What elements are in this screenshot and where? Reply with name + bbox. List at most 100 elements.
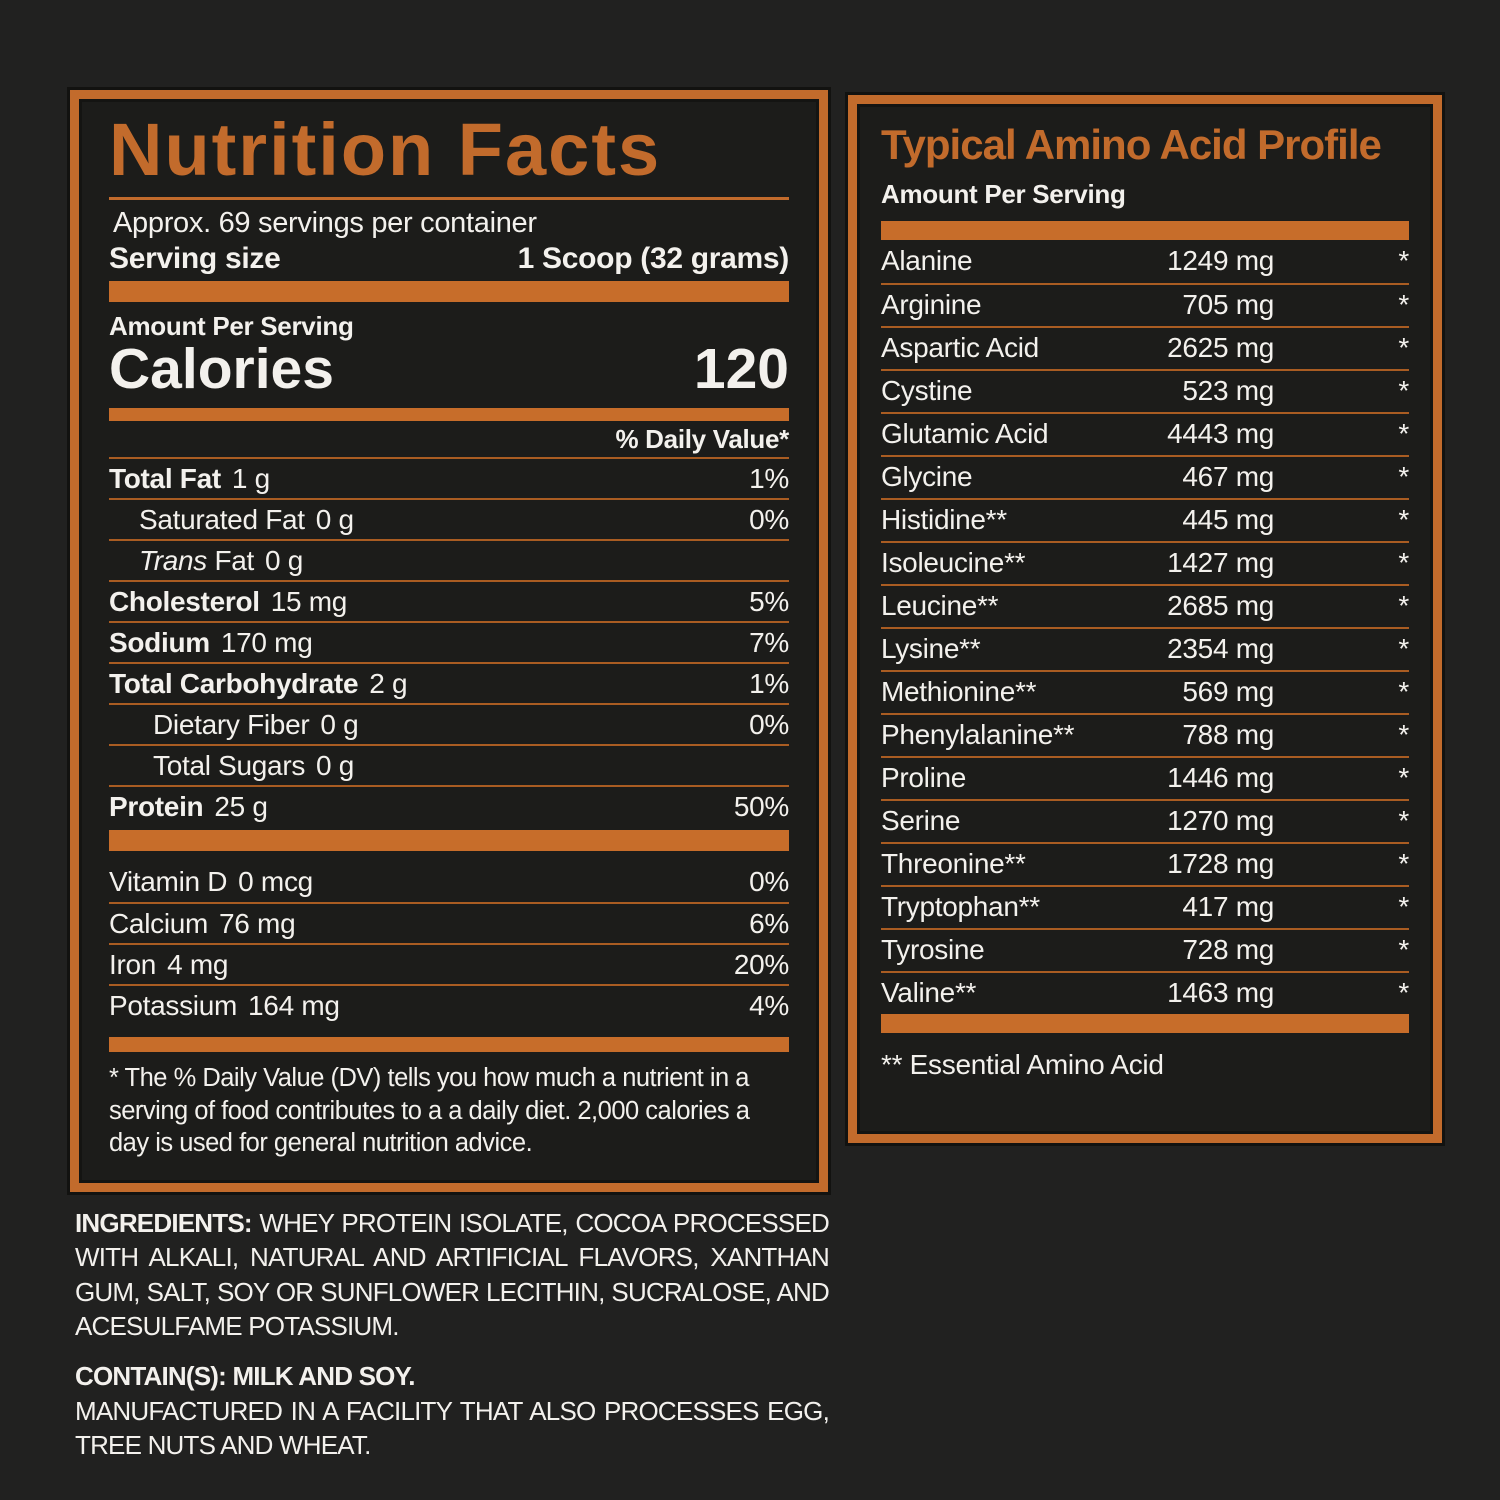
nutrient-daily-value: 20% (733, 949, 789, 981)
manufactured-line: MANUFACTURED IN A FACILITY THAT ALSO PRO… (75, 1395, 830, 1460)
amino-amount: 445 mg (1182, 504, 1274, 536)
nutrient-name: Cholesterol (109, 586, 260, 618)
serving-size-value: 1 Scoop (32 grams) (517, 241, 790, 275)
amino-name: Cystine (881, 375, 973, 407)
nutrient-label: Trans Fat 0 g (139, 546, 303, 575)
amino-name: Arginine (881, 289, 982, 321)
amino-asterisk: * (1398, 289, 1409, 321)
nutrient-name: Total Carbohydrate (109, 668, 359, 700)
amino-name: Methionine** (881, 676, 1037, 708)
essential-amino-footnote: ** Essential Amino Acid (881, 1048, 1164, 1080)
nutrient-rows: Total Fat 1 g 1% Saturated Fat 0 g 0% Tran… (109, 457, 789, 826)
nutrient-label: Protein 25 g (109, 792, 268, 821)
nutrient-row: Cholesterol 15 mg 5% (109, 580, 789, 621)
amino-name: Proline (881, 762, 967, 794)
nutrient-daily-value: 1% (749, 668, 789, 700)
ingredients-text: WHEY PROTEIN ISOLATE, COCOA PROCESSED WI… (75, 1208, 830, 1341)
nutrient-amount: 4 mg (167, 949, 229, 981)
amino-name: Isoleucine** (881, 547, 1026, 579)
daily-value-footnote: * The % Daily Value (DV) tells you how m… (109, 1064, 750, 1158)
amino-asterisk: * (1398, 375, 1409, 407)
amino-row: Tyrosine 728 mg * (881, 927, 1409, 971)
nutrient-name: Potassium (109, 990, 238, 1022)
nutrient-label: Iron 4 mg (109, 950, 228, 979)
amino-name: Serine (881, 805, 961, 837)
calories-value: 120 (693, 337, 789, 402)
amino-asterisk: * (1398, 461, 1409, 493)
micronutrient-row: Vitamin D 0 mcg 0% (109, 861, 789, 902)
amino-row: Aspartic Acid 2625 mg * (881, 325, 1409, 369)
amino-row: Lysine** 2354 mg * (881, 626, 1409, 670)
nutrient-amount: 0 g (315, 504, 354, 536)
nutrient-label: Total Carbohydrate 2 g (109, 668, 408, 700)
amino-asterisk: * (1398, 848, 1409, 880)
nutrient-amount: 2 g (369, 668, 408, 700)
amino-asterisk: * (1398, 891, 1409, 923)
nutrient-name-italic-prefix: Trans (139, 545, 207, 577)
nutrient-name: Vitamin D (109, 866, 228, 898)
amino-name: Histidine** (881, 504, 1007, 536)
amino-asterisk: * (1398, 676, 1409, 708)
amino-row: Valine** 1463 mg * (881, 970, 1409, 1014)
amino-row: Tryptophan** 417 mg * (881, 884, 1409, 928)
nutrient-amount: 164 mg (248, 990, 340, 1022)
section-bar (881, 1013, 1409, 1033)
amino-asterisk: * (1398, 590, 1409, 622)
amino-name: Lysine** (881, 633, 981, 665)
amino-name: Glycine (881, 461, 973, 493)
amino-asterisk: * (1398, 633, 1409, 665)
nutrient-amount: 25 g (214, 791, 268, 823)
amount-per-serving-label: Amount Per Serving (109, 310, 354, 341)
amino-row: Glycine 467 mg * (881, 454, 1409, 498)
nutrient-row: Total Fat 1 g 1% (109, 457, 789, 498)
nutrient-label: Sodium 170 mg (109, 627, 313, 659)
amino-row: Proline 1446 mg * (881, 755, 1409, 799)
amino-asterisk: * (1398, 245, 1409, 277)
calories-row: Calories 120 (109, 340, 789, 400)
nutrient-row: Total Carbohydrate 2 g 1% (109, 662, 789, 703)
daily-value-header: % Daily Value* (615, 424, 789, 455)
amino-asterisk: * (1398, 418, 1409, 450)
section-bar (109, 830, 789, 852)
nutrient-label: Total Sugars 0 g (153, 751, 354, 780)
amino-amount: 1427 mg (1167, 547, 1274, 579)
amino-row: Serine 1270 mg * (881, 798, 1409, 842)
amino-row: Histidine** 445 mg * (881, 497, 1409, 541)
amino-row: Methionine** 569 mg * (881, 669, 1409, 713)
nutrient-name: Sodium (109, 627, 210, 659)
amino-amount: 1270 mg (1167, 805, 1274, 837)
nutrient-name: Iron (109, 949, 157, 981)
amino-amount: 523 mg (1182, 375, 1274, 407)
amino-amount: 705 mg (1182, 289, 1274, 321)
nutrient-name: Dietary Fiber (153, 709, 310, 741)
contains-line: CONTAIN(S): MILK AND SOY. (75, 1361, 415, 1392)
nutrient-amount: 1 g (231, 463, 270, 495)
nutrient-row: Dietary Fiber 0 g 0% (109, 703, 789, 744)
micronutrient-row: Potassium 164 mg 4% (109, 984, 789, 1025)
nutrient-daily-value: 6% (749, 908, 789, 940)
nutrient-label: Cholesterol 15 mg (109, 587, 347, 616)
amino-asterisk: * (1398, 762, 1409, 794)
amino-amount: 1728 mg (1167, 848, 1274, 880)
amino-amount: 728 mg (1182, 934, 1274, 966)
ingredients-line: INGREDIENTS: WHEY PROTEIN ISOLATE, COCOA… (75, 1206, 830, 1343)
nutrient-row: Sodium 170 mg 7% (109, 621, 789, 662)
calories-label: Calories (109, 337, 334, 402)
amino-amount: 1249 mg (1167, 245, 1274, 277)
amino-rows: Alanine 1249 mg * Arginine 705 mg * Aspa… (881, 240, 1409, 1014)
amino-amount: 417 mg (1182, 891, 1274, 923)
micronutrient-rows: Vitamin D 0 mcg 0% Calcium 76 mg 6% Iron 4 … (109, 861, 789, 1025)
amino-name: Leucine** (881, 590, 999, 622)
nutrient-daily-value: 0% (749, 709, 789, 741)
amino-row: Alanine 1249 mg * (881, 240, 1409, 283)
nutrient-label: Saturated Fat 0 g (139, 505, 354, 534)
nutrient-amount: 170 mg (220, 627, 313, 659)
nutrient-label: Calcium 76 mg (109, 909, 296, 938)
nutrient-label: Potassium 164 mg (109, 991, 340, 1020)
amino-name: Threonine** (881, 848, 1026, 880)
amino-asterisk: * (1398, 547, 1409, 579)
section-bar (109, 280, 789, 302)
amino-amount: 569 mg (1182, 676, 1274, 708)
serving-size-label: Serving size (109, 241, 281, 275)
nutrient-name: Total Fat (109, 463, 221, 495)
